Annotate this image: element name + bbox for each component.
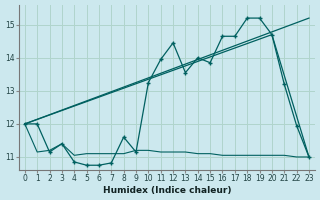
X-axis label: Humidex (Indice chaleur): Humidex (Indice chaleur) bbox=[103, 186, 231, 195]
